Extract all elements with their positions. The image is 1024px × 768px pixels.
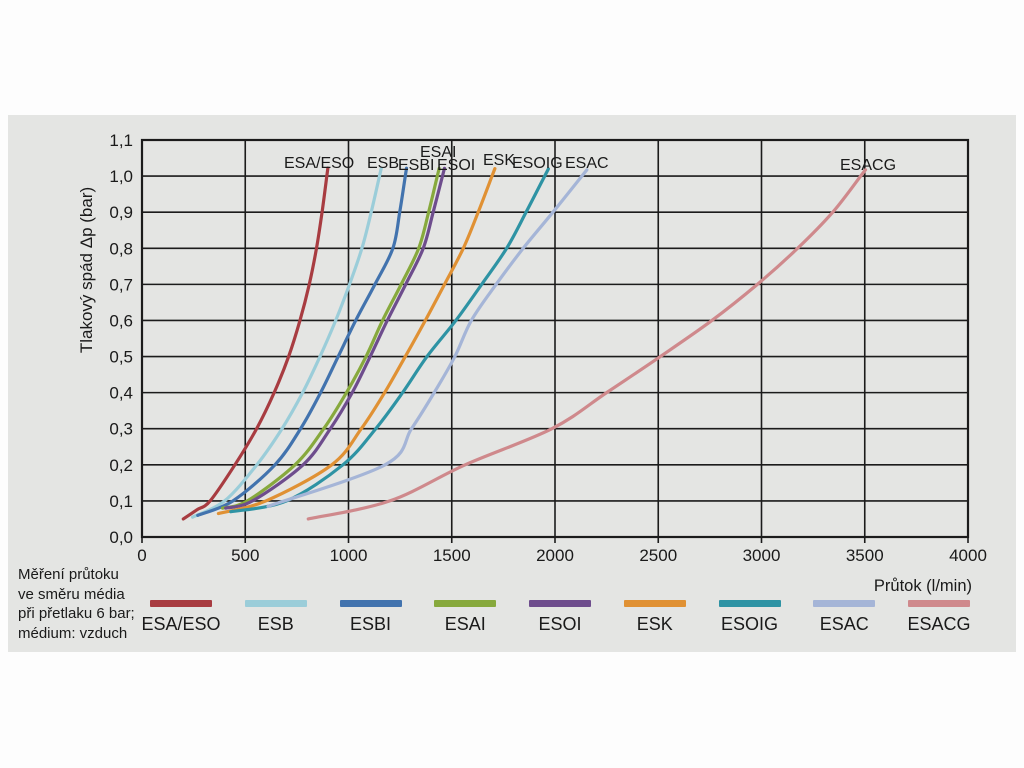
legend-label-esk: ESK (636, 614, 673, 634)
legend-item-esac: ESAC (799, 600, 889, 635)
legend-item-esa-eso: ESA/ESO (136, 600, 226, 635)
y-tick-label: 0,2 (109, 456, 133, 475)
curve-label-esoig: ESOIG (512, 155, 563, 172)
x-tick-label: 2500 (639, 546, 677, 565)
x-tick-label: 3500 (846, 546, 884, 565)
curve-label-esac: ESAC (565, 155, 609, 172)
curve-label-esai: ESAI (420, 144, 456, 161)
chart-panel (8, 115, 1016, 652)
y-tick-label: 0,1 (109, 492, 133, 511)
curve-esk (216, 167, 497, 516)
legend-label-esa-eso: ESA/ESO (141, 614, 221, 634)
y-axis-label: Tlakový spád Δp (bar) (77, 186, 96, 354)
measurement-note: Měření průtoku ve směru média při přetla… (18, 565, 135, 643)
legend-swatch-esai (434, 600, 497, 607)
curve-esbi (196, 166, 409, 517)
legend-label-esoi: ESOI (538, 614, 582, 634)
legend-item-esai: ESAI (420, 600, 510, 635)
y-tick-label: 0,7 (109, 275, 133, 294)
y-tick-label: 1,0 (109, 167, 133, 186)
curve-label-esacg: ESACG (840, 157, 896, 174)
legend-label-esac: ESAC (819, 614, 869, 634)
x-tick-label: 4000 (949, 546, 987, 565)
x-tick-label: 1500 (433, 546, 471, 565)
curve-label-esa-eso: ESA/ESO (284, 155, 354, 172)
y-tick-label: 0,9 (109, 203, 133, 222)
note-line-3: při přetlaku 6 bar; (18, 605, 135, 622)
y-tick-label: 0,4 (109, 384, 133, 403)
legend-swatch-esbi (339, 600, 402, 607)
legend-swatch-esk (623, 600, 686, 607)
legend-swatch-esacg (908, 600, 970, 607)
legend-label-esb: ESB (257, 614, 294, 634)
legend-label-esoig: ESOIG (720, 614, 778, 634)
legend-swatch-esoig (718, 600, 781, 607)
legend-item-esoig: ESOIG (705, 600, 795, 635)
curve-esoi (224, 166, 447, 510)
legend-item-esk: ESK (610, 600, 700, 635)
note-line-1: Měření průtoku (18, 566, 119, 583)
y-tick-label: 0,5 (109, 348, 133, 367)
legend: ESA/ESO ESB ESBI ESAI ESOI ESK ESOIG ESAC ESACG (136, 600, 984, 635)
note-line-4: médium: vzduch (18, 624, 128, 642)
legend-item-esacg: ESACG (894, 600, 984, 635)
legend-label-esai: ESAI (444, 614, 486, 634)
curve-esa-eso (181, 166, 330, 521)
y-tick-label: 0,6 (109, 311, 133, 330)
y-tick-label: 0,3 (109, 420, 133, 439)
curve-label-esbi: ESBI (398, 157, 434, 174)
legend-item-esoi: ESOI (515, 600, 605, 635)
note-line-2: ve směru média (18, 585, 125, 603)
curve-esb (190, 166, 383, 519)
curve-esai (220, 166, 441, 510)
legend-swatch-esb (244, 600, 307, 607)
x-tick-label: 3000 (743, 546, 781, 565)
legend-item-esb: ESB (231, 600, 321, 635)
x-axis-label: Průtok (l/min) (873, 577, 972, 595)
x-tick-label: 500 (231, 546, 259, 565)
legend-item-esbi: ESBI (326, 600, 416, 635)
y-tick-label: 0,8 (109, 239, 133, 258)
legend-label-esacg: ESACG (907, 614, 971, 634)
curve-label-esb: ESB (367, 155, 399, 172)
legend-swatch-esac (813, 600, 876, 607)
curve-label-esoi: ESOI (437, 157, 475, 174)
legend-swatch-esa-eso (150, 600, 212, 607)
x-tick-label: 0 (137, 546, 146, 565)
legend-swatch-esoi (529, 600, 591, 607)
curve-esoig (229, 167, 550, 514)
x-tick-label: 1000 (330, 546, 368, 565)
curve-label-esk: ESK (483, 152, 515, 169)
legend-label-esbi: ESBI (349, 614, 392, 634)
x-tick-label: 2000 (536, 546, 574, 565)
y-tick-label: 1,1 (109, 131, 133, 150)
curve-esacg (306, 168, 868, 521)
y-tick-label: 0,0 (109, 528, 133, 547)
curve-esac (266, 168, 589, 508)
